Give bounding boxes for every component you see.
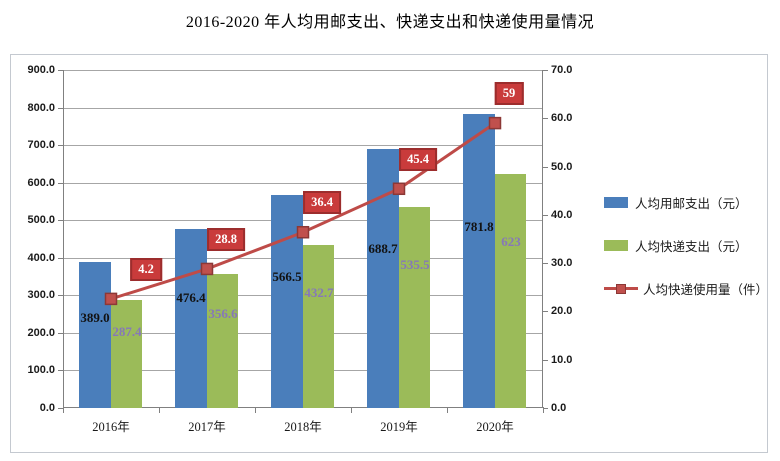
right-axis-tick-label: 50.0 xyxy=(551,160,573,173)
legend-label: 人均快递支出（元） xyxy=(635,239,748,254)
x-axis-tick xyxy=(543,407,544,413)
green-bar-value-label: 535.5 xyxy=(400,257,430,273)
green-bar xyxy=(495,174,526,408)
green-bar-value-label: 356.6 xyxy=(208,305,238,321)
left-axis-tick xyxy=(58,257,63,259)
line-value-label: 4.2 xyxy=(130,257,162,281)
right-axis-tick xyxy=(543,214,548,216)
left-axis-tick xyxy=(58,70,63,71)
gridline xyxy=(63,182,543,184)
left-axis-tick-label: 300.0 xyxy=(27,289,55,302)
green-bar-value-label: 287.4 xyxy=(112,324,142,340)
line-value-label: 59 xyxy=(494,82,524,106)
blue-bar-swatch-icon xyxy=(604,196,628,208)
line-value-label: 36.4 xyxy=(303,191,341,215)
blue-bar xyxy=(463,114,495,408)
right-axis-tick xyxy=(543,311,548,313)
left-axis-line xyxy=(63,70,64,408)
x-axis-tick xyxy=(447,407,448,413)
left-axis-tick-label: 600.0 xyxy=(27,176,55,189)
left-axis-tick-label: 0.0 xyxy=(39,402,55,414)
x-axis-tick xyxy=(351,407,352,413)
blue-bar-value-label: 389.0 xyxy=(80,310,110,326)
right-axis-tick-label: 20.0 xyxy=(551,305,573,318)
red-line-swatch-icon xyxy=(604,283,638,294)
green-bar-value-label: 432.7 xyxy=(304,284,334,300)
left-axis-tick xyxy=(58,182,63,184)
legend: 人均用邮支出（元） 人均快递支出（元） 人均快递使用量（件） xyxy=(604,195,769,324)
left-axis-tick-label: 800.0 xyxy=(27,101,55,114)
chart-title: 2016-2020 年人均用邮支出、快递支出和快递使用量情况 xyxy=(185,14,595,31)
x-axis-category-label: 2016年 xyxy=(92,420,130,434)
x-axis-category-label: 2017年 xyxy=(188,420,226,434)
blue-bar-value-label: 566.5 xyxy=(272,269,302,285)
gridline xyxy=(63,145,543,147)
blue-bar xyxy=(175,229,207,408)
chart-container: 389.0 287.4 476.4 356.6 566.5 432.7 688.7 535.5… xyxy=(10,54,768,453)
line-value-label: 45.4 xyxy=(399,147,437,171)
left-axis-tick xyxy=(58,370,63,372)
right-axis-tick-label: 10.0 xyxy=(551,353,573,366)
line-marker xyxy=(392,182,406,196)
right-axis-tick-label: 30.0 xyxy=(551,257,573,270)
left-axis-tick xyxy=(58,145,63,147)
line-marker xyxy=(488,116,502,130)
blue-bar-value-label: 476.4 xyxy=(176,290,206,306)
green-bar xyxy=(111,300,142,408)
left-axis-tick-label: 200.0 xyxy=(27,326,55,339)
left-axis-tick xyxy=(58,295,63,297)
line-value-label: 28.8 xyxy=(207,227,245,251)
x-axis-tick xyxy=(63,407,64,413)
plot-area: 389.0 287.4 476.4 356.6 566.5 432.7 688.7 535.5… xyxy=(63,70,543,408)
blue-bar xyxy=(79,261,111,408)
right-axis-tick-label: 70.0 xyxy=(551,64,573,76)
x-axis-tick xyxy=(255,407,256,413)
legend-item-express-spend: 人均快递支出（元） xyxy=(604,238,766,254)
x-axis-category-label: 2019年 xyxy=(380,420,418,434)
right-axis-tick xyxy=(543,166,548,168)
right-axis-tick-label: 40.0 xyxy=(551,208,573,221)
left-axis-tick-label: 100.0 xyxy=(27,364,55,377)
express-usage-line xyxy=(104,116,502,306)
gridline xyxy=(63,70,543,71)
line-marker xyxy=(296,225,310,239)
gridline xyxy=(63,107,543,109)
green-bar xyxy=(207,274,238,408)
x-axis-tick xyxy=(159,407,160,413)
x-axis-category-label: 2020年 xyxy=(476,420,514,434)
right-axis-tick xyxy=(543,408,548,409)
legend-label: 人均快递使用量（件） xyxy=(643,282,769,297)
left-axis-tick-label: 700.0 xyxy=(27,139,55,152)
gridline xyxy=(63,220,543,222)
green-bar-value-label: 623 xyxy=(501,233,521,249)
blue-bar-value-label: 688.7 xyxy=(368,240,398,256)
green-bar xyxy=(303,245,334,408)
green-bar-swatch-icon xyxy=(604,239,628,251)
legend-label: 人均用邮支出（元） xyxy=(635,196,748,211)
right-axis-line xyxy=(542,70,543,408)
left-axis-tick xyxy=(58,332,63,334)
x-axis-category-label: 2018年 xyxy=(284,420,322,434)
line-marker xyxy=(104,292,118,306)
left-axis-tick-label: 900.0 xyxy=(27,64,55,76)
left-axis-tick-label: 400.0 xyxy=(27,251,55,264)
left-axis-tick xyxy=(58,107,63,109)
blue-bar-value-label: 781.8 xyxy=(464,218,494,234)
line-marker xyxy=(200,262,214,276)
left-axis-tick-label: 500.0 xyxy=(27,214,55,227)
left-axis-tick xyxy=(58,408,63,409)
right-axis-tick xyxy=(543,118,548,120)
right-axis-tick-label: 60.0 xyxy=(551,112,573,125)
right-axis-tick xyxy=(543,263,548,265)
right-axis-tick-label: 0.0 xyxy=(551,402,567,414)
legend-item-postal-spend: 人均用邮支出（元） xyxy=(604,195,766,211)
left-axis-tick xyxy=(58,220,63,222)
right-axis-tick xyxy=(543,359,548,361)
right-axis-tick xyxy=(543,70,548,71)
legend-item-express-usage: 人均快递使用量（件） xyxy=(604,281,769,297)
green-bar xyxy=(399,206,430,408)
